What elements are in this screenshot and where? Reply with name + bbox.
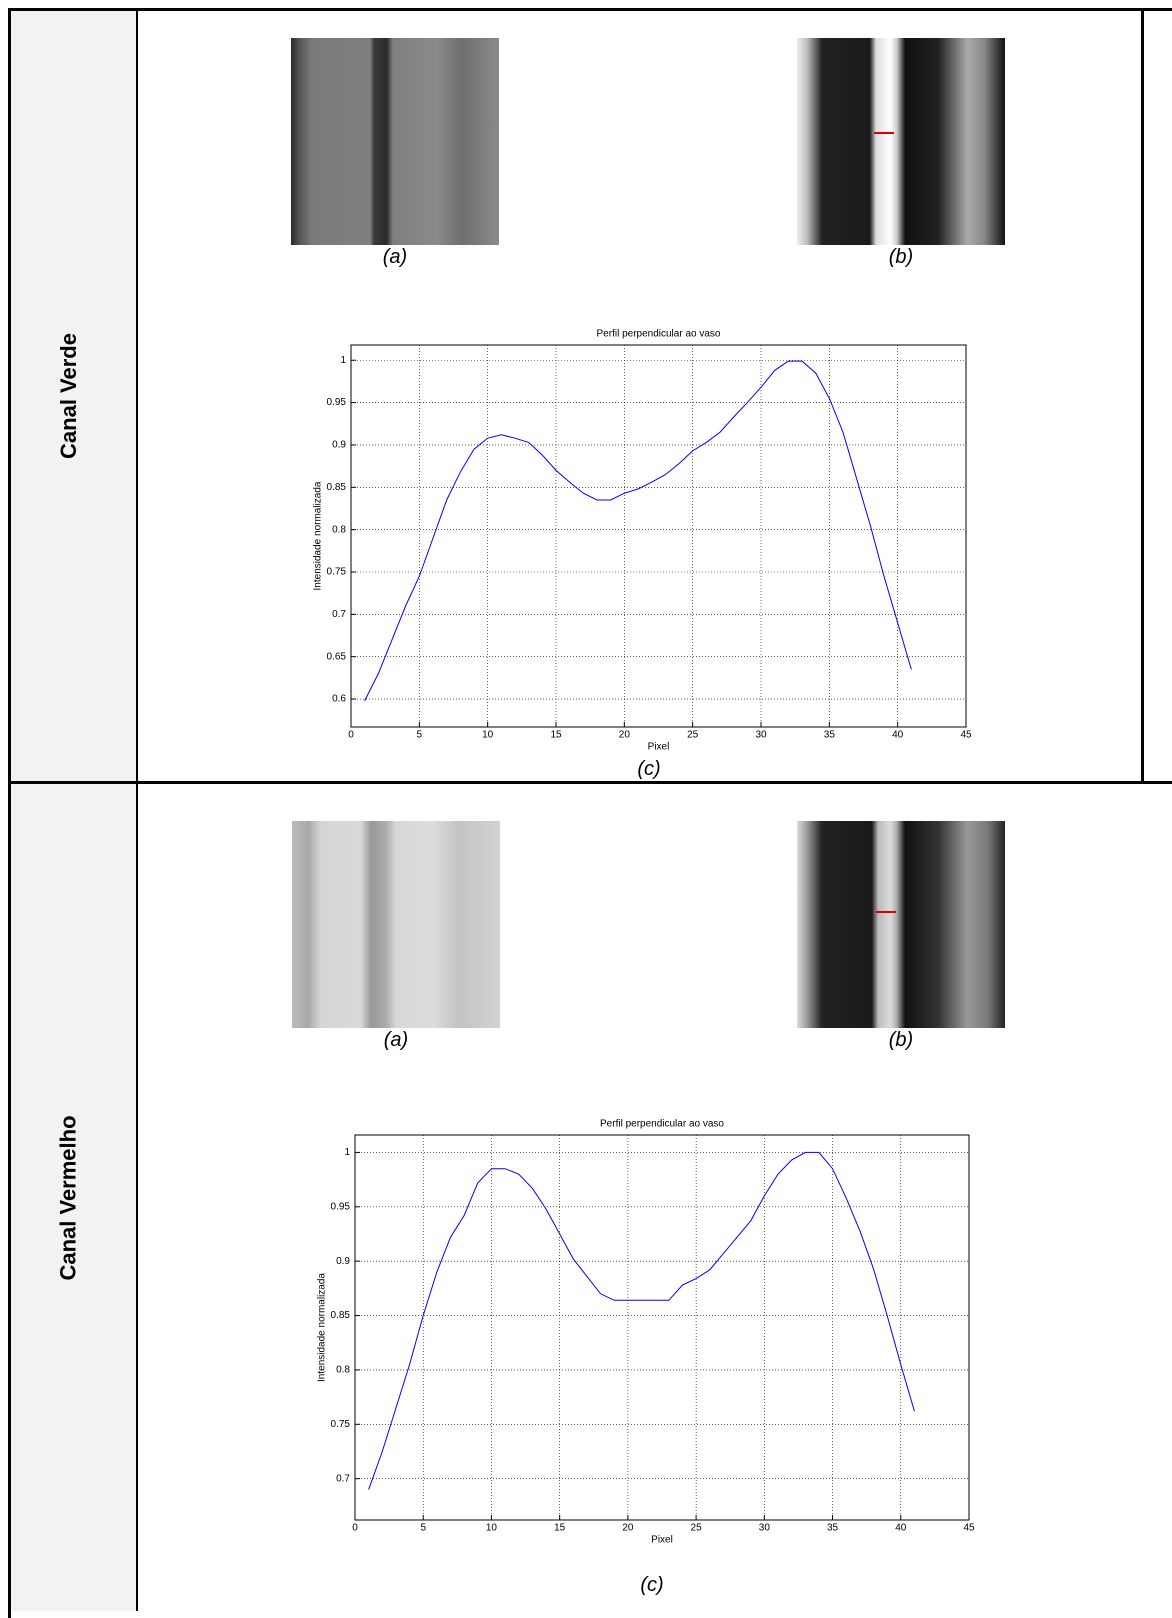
plot-area [355, 1135, 969, 1520]
y-tick-label: 0.85 [327, 482, 347, 493]
x-tick-label: 40 [895, 1523, 907, 1534]
x-tick-label: 45 [960, 730, 972, 741]
x-tick-label: 40 [892, 730, 904, 741]
x-tick-label: 20 [619, 730, 631, 741]
image [797, 38, 1005, 245]
y-tick-label: 1 [344, 1147, 350, 1158]
y-tick-label: 0.9 [336, 1256, 350, 1267]
profile-marker [876, 911, 896, 913]
x-tick-label: 25 [687, 730, 699, 741]
caption: (c) [640, 1574, 664, 1596]
y-tick-label: 0.8 [336, 1365, 350, 1376]
x-tick-label: 5 [420, 1523, 426, 1534]
y-tick-label: 0.8 [332, 524, 346, 535]
image [797, 821, 1005, 1028]
x-tick-label: 15 [554, 1523, 566, 1534]
y-axis-label: Intensidade normalizada [313, 481, 324, 590]
y-tick-label: 0.75 [331, 1419, 351, 1430]
x-tick-label: 0 [352, 1523, 358, 1534]
x-tick-label: 45 [963, 1523, 975, 1534]
y-tick-label: 0.95 [331, 1201, 351, 1212]
x-tick-label: 30 [759, 1523, 771, 1534]
caption: (a) [382, 246, 408, 268]
caption: (b) [888, 246, 914, 268]
chart-title: Perfil perpendicular ao vaso [600, 1119, 724, 1130]
right-border [1141, 8, 1144, 784]
y-tick-label: 0.95 [327, 397, 347, 408]
x-tick-label: 15 [550, 730, 562, 741]
x-tick-label: 20 [622, 1523, 634, 1534]
x-tick-label: 10 [482, 730, 494, 741]
row-divider [8, 781, 1172, 784]
caption: (a) [383, 1029, 409, 1051]
y-tick-label: 0.7 [336, 1473, 350, 1484]
x-axis-label: Pixel [651, 1535, 673, 1546]
y-tick-label: 1 [340, 355, 346, 366]
x-tick-label: 10 [486, 1523, 498, 1534]
column-divider [136, 8, 138, 1611]
x-tick-label: 30 [755, 730, 767, 741]
y-tick-label: 0.7 [332, 609, 346, 620]
left-column [8, 8, 138, 1611]
axes-frame [350, 344, 967, 728]
image [291, 38, 499, 245]
profile-marker [874, 132, 894, 134]
profile-line [364, 360, 912, 701]
x-tick-label: 0 [348, 730, 354, 741]
chart-title: Perfil perpendicular ao vaso [597, 329, 721, 340]
y-tick-label: 0.65 [327, 651, 347, 662]
x-tick-label: 35 [824, 730, 836, 741]
y-tick-label: 0.9 [332, 440, 346, 451]
caption: (b) [888, 1029, 914, 1051]
axes-frame [354, 1134, 970, 1521]
plot-area [351, 345, 966, 727]
caption: (c) [637, 758, 661, 780]
x-tick-label: 35 [827, 1523, 839, 1534]
y-tick-label: 0.6 [332, 694, 346, 705]
y-tick-label: 0.75 [327, 567, 347, 578]
y-tick-label: 0.85 [331, 1310, 351, 1321]
y-axis-label: Intensidade normalizada [317, 1273, 328, 1382]
frame [8, 8, 1172, 1618]
x-tick-label: 25 [691, 1523, 703, 1534]
profile-line [368, 1151, 915, 1490]
x-axis-label: Pixel [648, 742, 670, 753]
image [292, 821, 500, 1028]
x-tick-label: 5 [417, 730, 423, 741]
